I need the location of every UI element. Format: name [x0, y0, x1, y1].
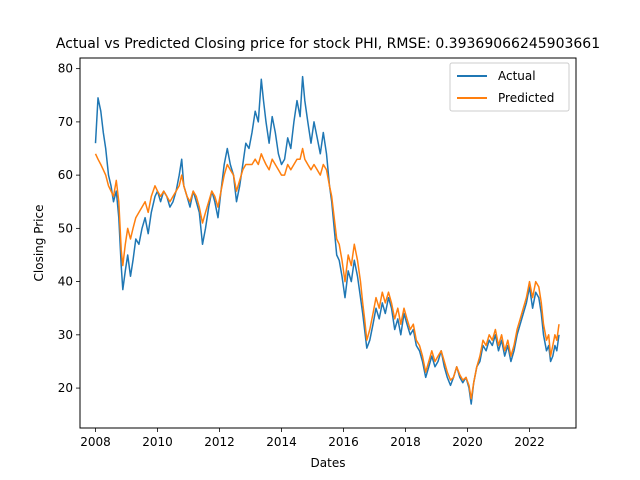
chart-title: Actual vs Predicted Closing price for st… [56, 36, 600, 52]
x-tick-label: 2022 [514, 435, 545, 449]
series-line-predicted [94, 147, 560, 400]
series-line-actual [94, 75, 560, 405]
legend-label-actual: Actual [498, 69, 536, 83]
y-tick-label: 80 [58, 62, 73, 76]
series-layer [94, 75, 560, 405]
y-tick-label: 50 [58, 221, 73, 235]
legend: Actual Predicted [449, 62, 570, 112]
y-tick-label: 20 [58, 381, 73, 395]
x-axis: 2008 2010 2012 2014 2016 2018 2020 2022 [80, 428, 545, 449]
x-axis-label: Dates [311, 456, 346, 470]
y-tick-label: 40 [58, 275, 73, 289]
x-tick-label: 2020 [452, 435, 483, 449]
plot-frame [79, 57, 577, 429]
x-tick-label: 2010 [142, 435, 173, 449]
y-tick-label: 70 [58, 115, 73, 129]
x-tick-label: 2014 [266, 435, 297, 449]
x-tick-label: 2016 [328, 435, 359, 449]
x-tick-label: 2018 [390, 435, 421, 449]
y-axis: 20 30 40 50 60 70 80 [58, 62, 80, 395]
x-tick-label: 2012 [204, 435, 235, 449]
legend-label-predicted: Predicted [498, 91, 554, 105]
x-tick-label: 2008 [80, 435, 111, 449]
y-tick-label: 30 [58, 328, 73, 342]
y-tick-label: 60 [58, 168, 73, 182]
y-axis-label: Closing Price [32, 205, 46, 282]
